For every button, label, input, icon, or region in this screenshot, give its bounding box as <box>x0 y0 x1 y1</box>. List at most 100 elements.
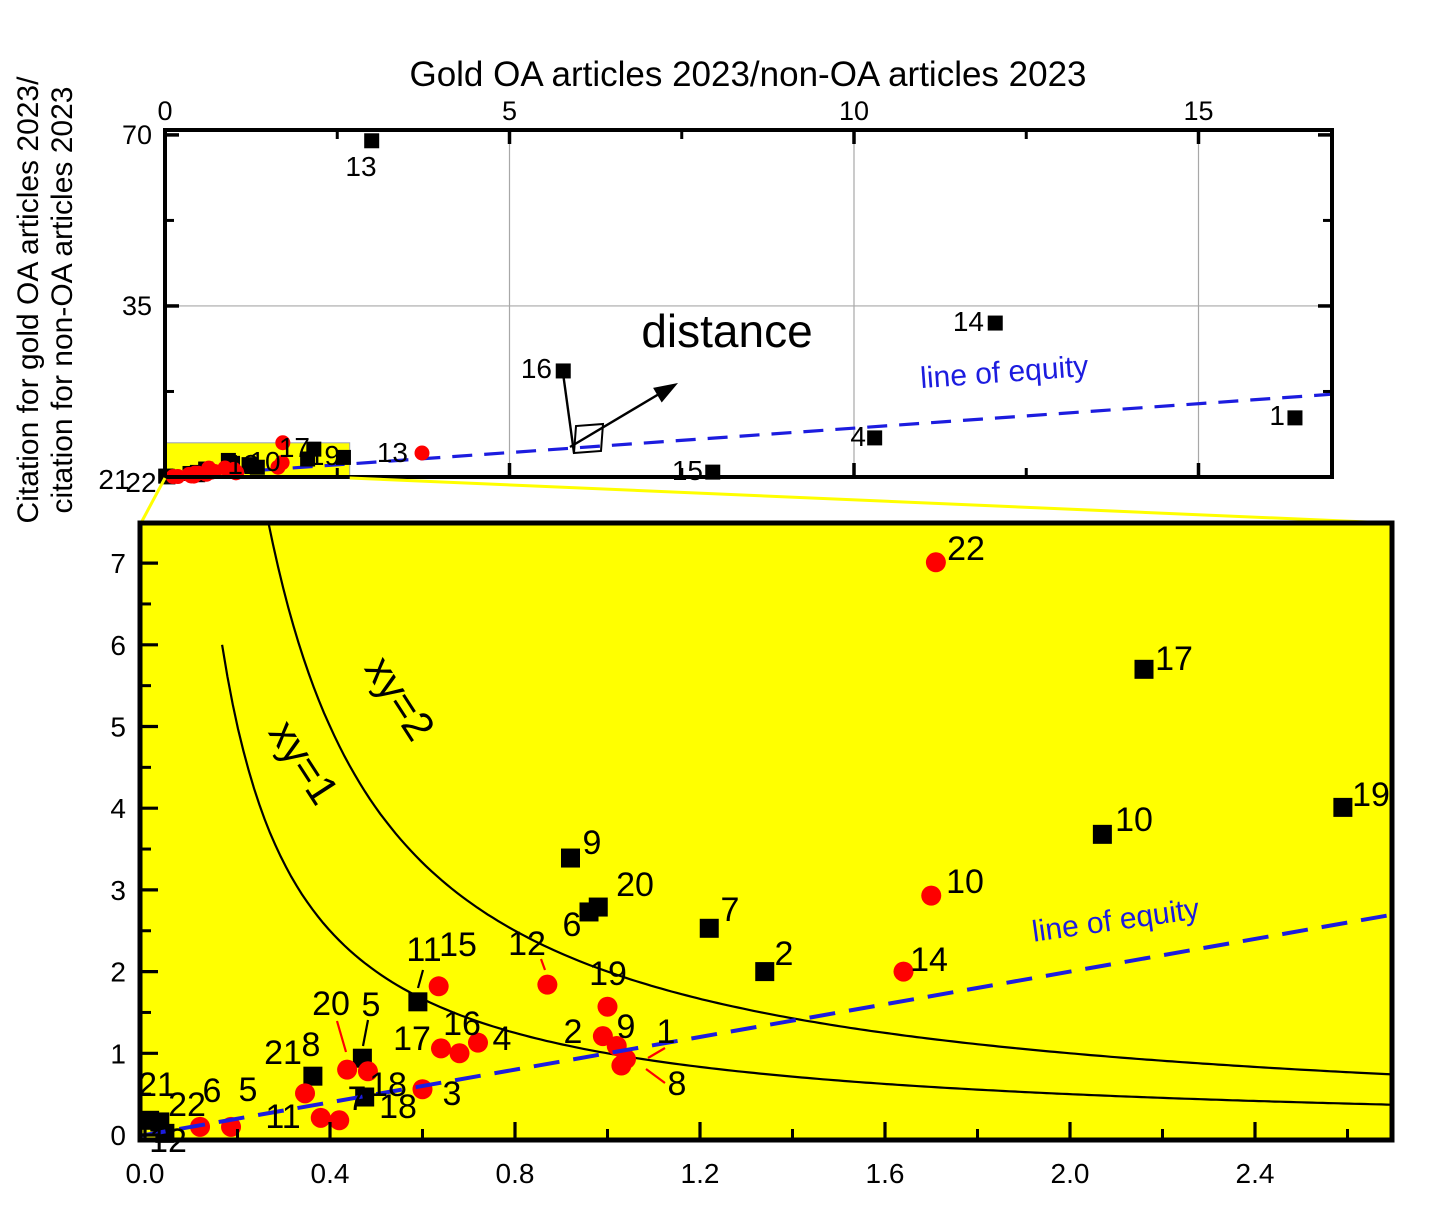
label-black-squares-13-top: 13 <box>345 151 376 182</box>
label-red-circles-5-bottom: 5 <box>239 1071 258 1109</box>
label-red-circles-11-bottom: 11 <box>265 1098 300 1136</box>
marker-red-circles-20-bottom <box>337 1059 358 1080</box>
label-black-squares-19-top: 19 <box>309 440 340 471</box>
zoom-connector-right <box>349 476 1391 525</box>
marker-red-circles-22-top <box>275 435 291 451</box>
marker-black-squares-4-top <box>867 430 883 446</box>
tick-label-y-bottom-0: 0 <box>110 1120 126 1151</box>
marker-black-squares-19-bottom <box>1333 797 1353 817</box>
label-red-circles-10-top: 10 <box>249 446 280 477</box>
label-red-circles-14-bottom: 14 <box>910 941 948 979</box>
label-black-squares-22-bottom: 22 <box>168 1086 206 1124</box>
distance-arrowhead-icon <box>653 383 678 403</box>
marker-black-squares-7-bottom <box>699 918 719 938</box>
marker-black-squares-16-top <box>555 363 571 379</box>
tick-label-x-top-0: 0 <box>157 96 172 126</box>
label-black-squares-7-bottom: 7 <box>721 891 740 929</box>
label-red-circles-19-bottom: 19 <box>589 955 627 993</box>
label-black-squares-5-bottom: 5 <box>362 986 381 1024</box>
label-black-squares-10-bottom: 10 <box>1115 801 1153 839</box>
label-red-circles-18-bottom: 18 <box>379 1088 417 1126</box>
tick-label-y-bottom-5: 5 <box>110 712 126 743</box>
tick-label-x-top-10: 10 <box>839 96 869 126</box>
label-red-circles-1-bottom: 1 <box>657 1013 676 1051</box>
distance-label: distance <box>641 305 812 357</box>
marker-red-circles-18-bottom <box>357 1061 378 1082</box>
marker-black-squares-1-top <box>1287 410 1303 426</box>
marker-red-circles-21-top <box>181 467 197 483</box>
label-leader-lines <box>335 958 666 1084</box>
marker-red-circles-7-bottom <box>329 1110 350 1131</box>
equity-line-top <box>164 392 1333 479</box>
marker-red-circles-21-bottom <box>295 1083 316 1104</box>
zoom-connector-left <box>139 477 167 524</box>
tick-label-y-bottom-7: 7 <box>110 548 126 579</box>
label-black-squares-15-top: 15 <box>672 455 703 486</box>
label-red-circles-15-bottom: 15 <box>439 926 477 964</box>
marker-red-circles-14-top <box>270 459 286 475</box>
leader-black-squares-5 <box>361 1019 370 1047</box>
marker-black-squares-22-bottom <box>150 1112 170 1132</box>
marker-red-circles-13-top <box>414 445 430 461</box>
leader-black-squares-11 <box>416 969 425 989</box>
tick-label-y-top-35: 35 <box>122 291 152 321</box>
label-red-circles-10-bottom: 10 <box>946 863 984 901</box>
label-red-circles-8-bottom: 8 <box>668 1065 687 1103</box>
label-red-circles-20-bottom: 20 <box>312 985 350 1023</box>
label-red-circles-22-bottom: 22 <box>947 530 985 568</box>
label-red-circles-9-bottom: 9 <box>617 1008 636 1046</box>
label-red-circles-13-top: 13 <box>377 437 408 468</box>
y-axis-label-line1: Citation for gold OA articles 2023/ <box>12 76 45 524</box>
label-black-squares-17-top: 17 <box>279 432 310 463</box>
top-axes-ticks: 0 5 10 15 35 70 <box>122 96 1332 477</box>
label-red-circles-4-bottom: 4 <box>493 1020 512 1058</box>
marker-red-circles-22-bottom <box>925 552 946 573</box>
bottom-equity-line <box>142 913 1390 1138</box>
leader-red-circles-1 <box>647 1047 666 1059</box>
equity-line-bottom <box>142 913 1390 1138</box>
marker-red-circles-4-bottom <box>468 1032 488 1053</box>
top-gridlines <box>165 130 1332 477</box>
marker-red-circles-15-bottom <box>428 976 449 997</box>
label-black-squares-6-bottom: 6 <box>563 906 582 944</box>
tick-label-x-bottom-2.4: 2.4 <box>1236 1158 1275 1189</box>
marker-black-squares-17-bottom <box>1134 659 1154 679</box>
label-black-squares-1-top: 1 <box>1269 400 1285 431</box>
marker-black-squares-8-bottom <box>303 1066 323 1086</box>
marker-red-circles-2-bottom <box>592 1026 613 1047</box>
top-plot-frame <box>163 128 1334 479</box>
marker-black-squares-20-bottom <box>588 897 608 917</box>
label-black-squares-14-top: 14 <box>953 306 984 337</box>
label-black-squares-21-top: 21 <box>98 464 129 495</box>
right-angle-marker <box>572 422 605 455</box>
bottom-panel-background <box>140 523 1392 1140</box>
label-red-circles-7-bottom: 7 <box>348 1080 367 1118</box>
marker-red-circles-10-bottom <box>921 885 942 906</box>
tick-label-y-bottom-1: 1 <box>110 1038 126 1069</box>
tick-label-x-bottom-1.2: 1.2 <box>681 1158 720 1189</box>
marker-red-circles-11-bottom <box>310 1107 331 1128</box>
marker-black-squares-13-top <box>364 133 380 149</box>
distance-foot-line <box>561 372 576 454</box>
tick-label-x-bottom-1.6: 1.6 <box>866 1158 905 1189</box>
marker-red-circles-19-top <box>226 461 242 477</box>
marker-black-squares-11-bottom <box>408 992 428 1012</box>
marker-red-circles-19-bottom <box>597 996 618 1017</box>
label-black-squares-18-bottom: 18 <box>369 1066 407 1104</box>
tick-label-y-bottom-4: 4 <box>110 793 126 824</box>
label-red-circles-21-bottom: 21 <box>264 1034 302 1072</box>
line-of-equity-label-top: line of equity <box>919 350 1089 395</box>
label-black-squares-8-bottom: 8 <box>302 1026 321 1064</box>
marker-black-squares-19-top <box>335 449 351 465</box>
label-red-circles-3-bottom: 3 <box>443 1075 462 1113</box>
tick-label-x-top-5: 5 <box>502 96 517 126</box>
bottom-plot-frame <box>137 520 1395 1143</box>
tick-label-x-top-15: 15 <box>1183 96 1213 126</box>
